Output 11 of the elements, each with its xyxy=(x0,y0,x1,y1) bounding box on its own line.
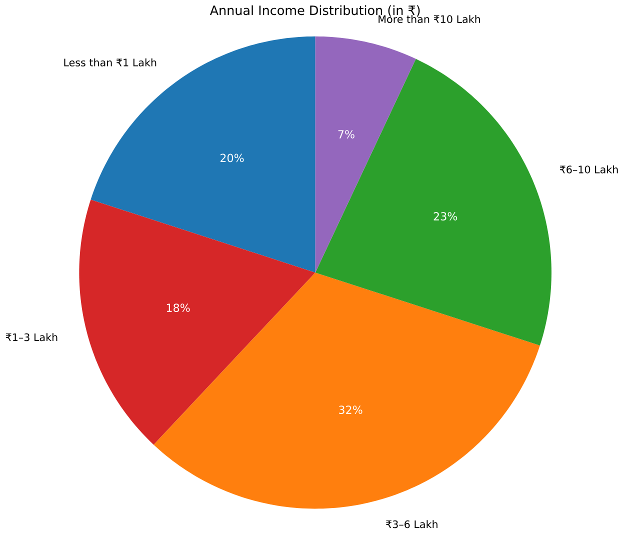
slice-label: ₹1–3 Lakh xyxy=(6,332,58,341)
data-label: 23% xyxy=(434,212,458,220)
data-label: 7% xyxy=(338,130,354,138)
data-label: 20% xyxy=(220,154,244,162)
slice-label: More than ₹10 Lakh xyxy=(378,14,480,23)
slice-label: ₹6–10 Lakh xyxy=(560,165,618,174)
slice-label: ₹3–6 Lakh xyxy=(386,520,438,528)
data-label: 32% xyxy=(339,405,362,414)
data-label: 18% xyxy=(166,303,190,312)
chart-title: Annual Income Distribution (in ₹) xyxy=(210,5,420,16)
slice-label: Less than ₹1 Lakh xyxy=(64,58,156,66)
